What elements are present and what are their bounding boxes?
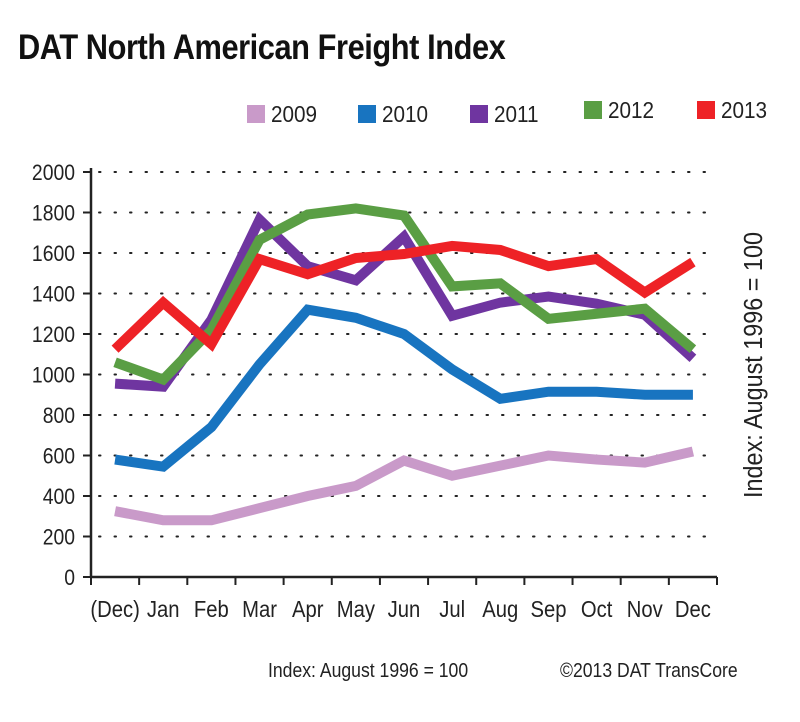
y-tick-label: 600 [43, 444, 75, 468]
x-tick-label: Aug [482, 596, 518, 623]
y-tick-label: 2000 [32, 161, 75, 185]
y-tick-label: 800 [43, 404, 75, 428]
footer-index-note: Index: August 1996 = 100 [268, 660, 469, 682]
y-tick-label: 1800 [32, 201, 75, 225]
y-tick-label: 400 [43, 485, 75, 509]
x-tick-label: Oct [581, 596, 612, 623]
legend-swatch-2013 [697, 101, 715, 119]
footer-copyright: ©2013 DAT TransCore [560, 660, 738, 682]
legend-label-2010: 2010 [382, 101, 428, 127]
y-tick-label: 1000 [32, 363, 75, 387]
series-line-2011 [114, 211, 697, 392]
y-tick-label: 1400 [32, 282, 75, 306]
y-tick-label: 0 [64, 566, 75, 590]
legend-label-2011: 2011 [494, 101, 539, 127]
x-tick-label: Jan [147, 596, 180, 623]
x-tick-label: Sep [530, 596, 566, 623]
x-tick-label: Jun [388, 596, 421, 623]
y-axis-label: Index: August 1996 = 100 [740, 232, 768, 498]
series-line-2009 [114, 446, 695, 526]
x-tick-label: (Dec) [90, 596, 139, 623]
x-tick-label: Jul [439, 596, 465, 623]
chart-title: DAT North American Freight Index [18, 28, 506, 67]
legend-swatch-2010 [358, 105, 376, 123]
x-tick-label: Feb [194, 596, 229, 623]
x-tick-label: Nov [627, 596, 663, 623]
y-tick-label: 200 [43, 525, 75, 549]
x-tick-label: Mar [242, 596, 277, 623]
x-tick-label: Dec [675, 596, 711, 623]
y-tick-label: 1200 [32, 323, 75, 347]
legend-swatch-2011 [470, 105, 488, 123]
legend-label-2009: 2009 [271, 101, 317, 127]
legend-label-2013: 2013 [721, 97, 767, 123]
x-tick-label: May [337, 596, 375, 623]
x-tick-label: Apr [292, 596, 323, 623]
y-tick-label: 1600 [32, 242, 75, 266]
legend-swatch-2012 [584, 101, 602, 119]
legend-swatch-2009 [247, 105, 265, 123]
legend-label-2012: 2012 [608, 97, 654, 123]
